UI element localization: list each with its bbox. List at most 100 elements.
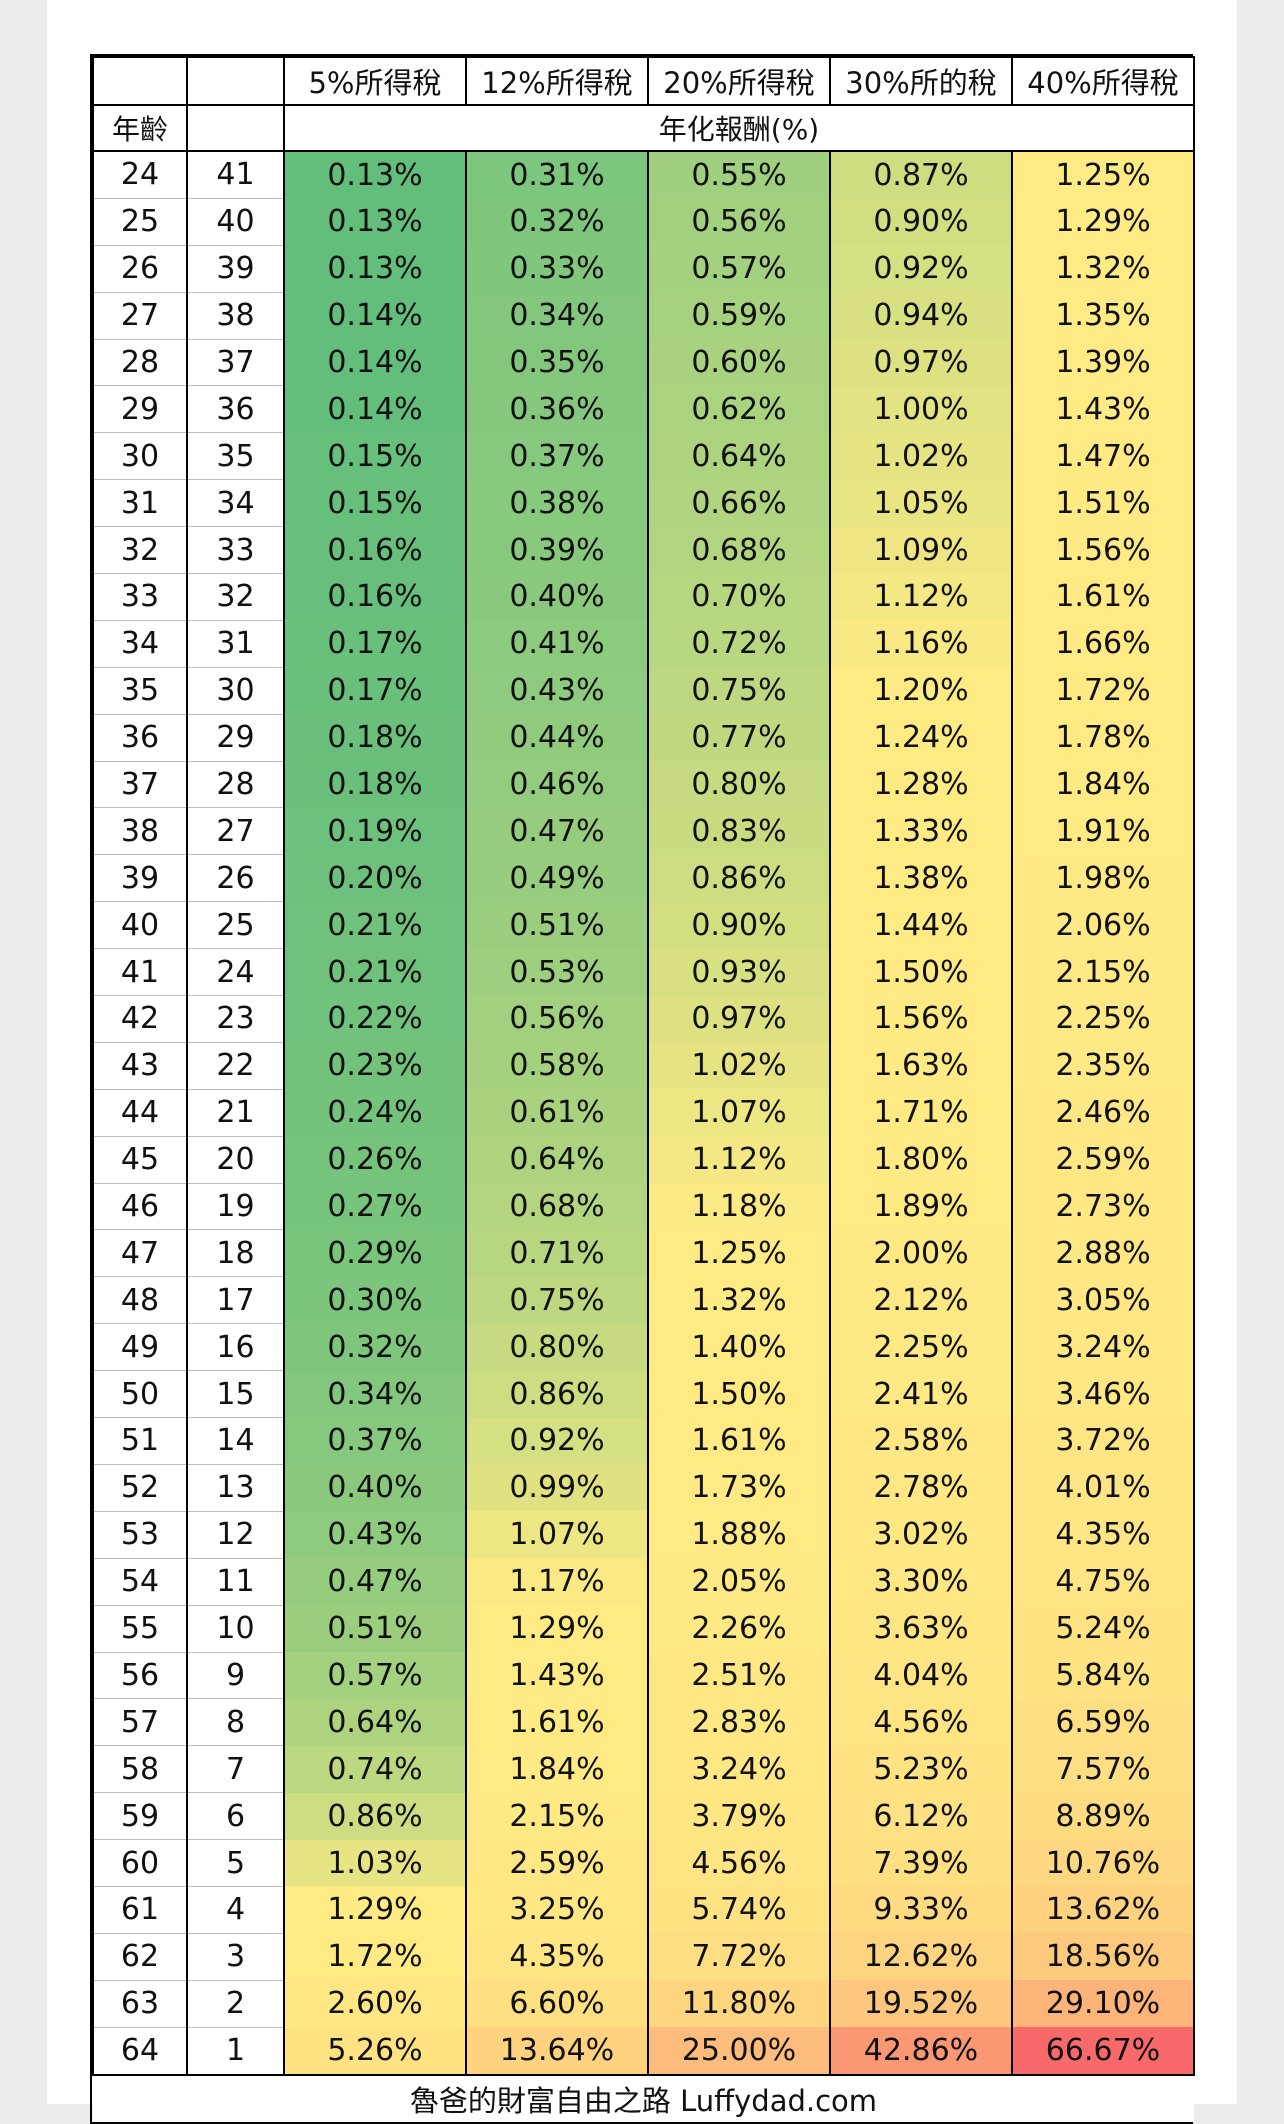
return-cell: 0.99% [465,1464,649,1512]
return-cell: 4.04% [829,1652,1013,1699]
years-cell: 6 [186,1792,285,1841]
return-cell: 1.16% [829,620,1013,668]
return-cell: 0.29% [283,1229,467,1277]
years-cell: 33 [186,526,285,575]
return-cell: 0.86% [647,854,831,902]
return-cell: 7.39% [829,1839,1013,1887]
return-cell: 0.74% [283,1745,467,1793]
return-cell: 0.37% [283,1417,467,1465]
table-row: 64 1 5.26% 13.64% 25.00% 42.86% 66.67% [92,2027,1195,2076]
years-cell: 15 [186,1370,285,1419]
return-cell: 0.60% [647,339,831,386]
return-cell: 0.44% [465,714,649,762]
years-cell: 35 [186,432,285,481]
age-cell: 41 [92,948,188,997]
return-cell: 0.59% [647,292,831,340]
return-cell: 1.20% [829,667,1013,715]
return-cell: 10.76% [1011,1839,1195,1887]
age-cell: 58 [92,1745,188,1794]
return-cell: 0.70% [647,573,831,621]
annual-return-header: 年化報酬(%) [283,104,1195,152]
table-row: 47 18 0.29% 0.71% 1.25% 2.00% 2.88% [92,1229,1195,1278]
table-row: 40 25 0.21% 0.51% 0.90% 1.44% 2.06% [92,901,1195,950]
years-cell: 37 [186,339,285,387]
return-cell: 2.59% [465,1839,649,1887]
return-cell: 0.97% [647,995,831,1043]
age-cell: 59 [92,1792,188,1841]
header-tax-40: 40%所得稅 [1011,56,1195,106]
age-cell: 64 [92,2027,188,2076]
age-cell: 56 [92,1652,188,1700]
return-cell: 2.06% [1011,901,1195,949]
age-cell: 25 [92,198,188,246]
age-cell: 28 [92,339,188,387]
years-cell: 19 [186,1183,285,1231]
return-cell: 0.75% [465,1276,649,1324]
return-cell: 5.24% [1011,1605,1195,1652]
return-cell: 2.25% [1011,995,1195,1043]
footer-row: 魯爸的財富自由之路 Luffydad.com [93,2073,1194,2122]
years-cell: 9 [186,1652,285,1700]
years-cell: 3 [186,1933,285,1981]
header-tax-5: 5%所得稅 [283,56,467,106]
return-cell: 2.12% [829,1276,1013,1324]
return-cell: 2.58% [829,1417,1013,1465]
return-cell: 0.17% [283,667,467,715]
table-body: 24 41 0.13% 0.31% 0.55% 0.87% 1.25% 25 40 0.13% 0.… [92,149,1195,2076]
return-cell: 5.26% [283,2027,467,2075]
age-cell: 36 [92,714,188,762]
return-cell: 18.56% [1011,1933,1195,1981]
return-cell: 0.55% [647,149,831,199]
age-cell: 61 [92,1886,188,1934]
years-cell: 20 [186,1136,285,1184]
return-cell: 1.88% [647,1511,831,1559]
return-cell: 0.14% [283,339,467,386]
age-cell: 31 [92,479,188,528]
table-row: 38 27 0.19% 0.47% 0.83% 1.33% 1.91% [92,807,1195,856]
return-cell: 0.46% [465,761,649,808]
return-cell: 8.89% [1011,1792,1195,1840]
return-cell: 0.13% [283,245,467,293]
return-cell: 0.31% [465,149,649,199]
table-row: 27 38 0.14% 0.34% 0.59% 0.94% 1.35% [92,292,1195,340]
return-cell: 1.56% [829,995,1013,1043]
years-cell: 4 [186,1886,285,1934]
return-cell: 0.32% [465,198,649,246]
age-cell: 42 [92,995,188,1043]
return-cell: 0.57% [647,245,831,293]
page: 5%所得稅 12%所得稅 20%所得稅 30%所的稅 40%所得稅 年齡 年化報… [47,0,1237,2124]
age-cell: 49 [92,1323,188,1372]
return-cell: 0.27% [283,1183,467,1230]
age-cell: 51 [92,1417,188,1465]
years-cell: 29 [186,714,285,762]
return-cell: 0.37% [465,432,649,480]
return-cell: 1.25% [647,1229,831,1277]
return-cell: 0.13% [283,198,467,246]
table-row: 35 30 0.17% 0.43% 0.75% 1.20% 1.72% [92,667,1195,715]
return-cell: 6.12% [829,1792,1013,1840]
return-cell: 0.15% [283,479,467,527]
return-cell: 9.33% [829,1886,1013,1934]
return-cell: 0.16% [283,526,467,574]
return-cell: 2.46% [1011,1089,1195,1137]
return-cell: 1.07% [465,1511,649,1559]
return-cell: 0.92% [465,1417,649,1465]
return-cell: 6.60% [465,1980,649,2028]
years-cell: 13 [186,1464,285,1512]
table-row: 29 36 0.14% 0.36% 0.62% 1.00% 1.43% [92,385,1195,434]
age-cell: 24 [92,149,188,199]
return-cell: 7.57% [1011,1745,1195,1793]
return-cell: 66.67% [1011,2027,1195,2075]
return-cell: 1.44% [829,901,1013,949]
table-row: 53 12 0.43% 1.07% 1.88% 3.02% 4.35% [92,1511,1195,1559]
return-cell: 3.05% [1011,1276,1195,1324]
table-row: 60 5 1.03% 2.59% 4.56% 7.39% 10.76% [92,1839,1195,1887]
return-cell: 13.64% [465,2027,649,2075]
table-row: 55 10 0.51% 1.29% 2.26% 3.63% 5.24% [92,1605,1195,1653]
return-cell: 0.43% [465,667,649,715]
return-cell: 0.62% [647,385,831,433]
return-cell: 13.62% [1011,1886,1195,1934]
years-cell: 23 [186,995,285,1043]
return-cell: 1.71% [829,1089,1013,1137]
return-cell: 0.19% [283,807,467,855]
